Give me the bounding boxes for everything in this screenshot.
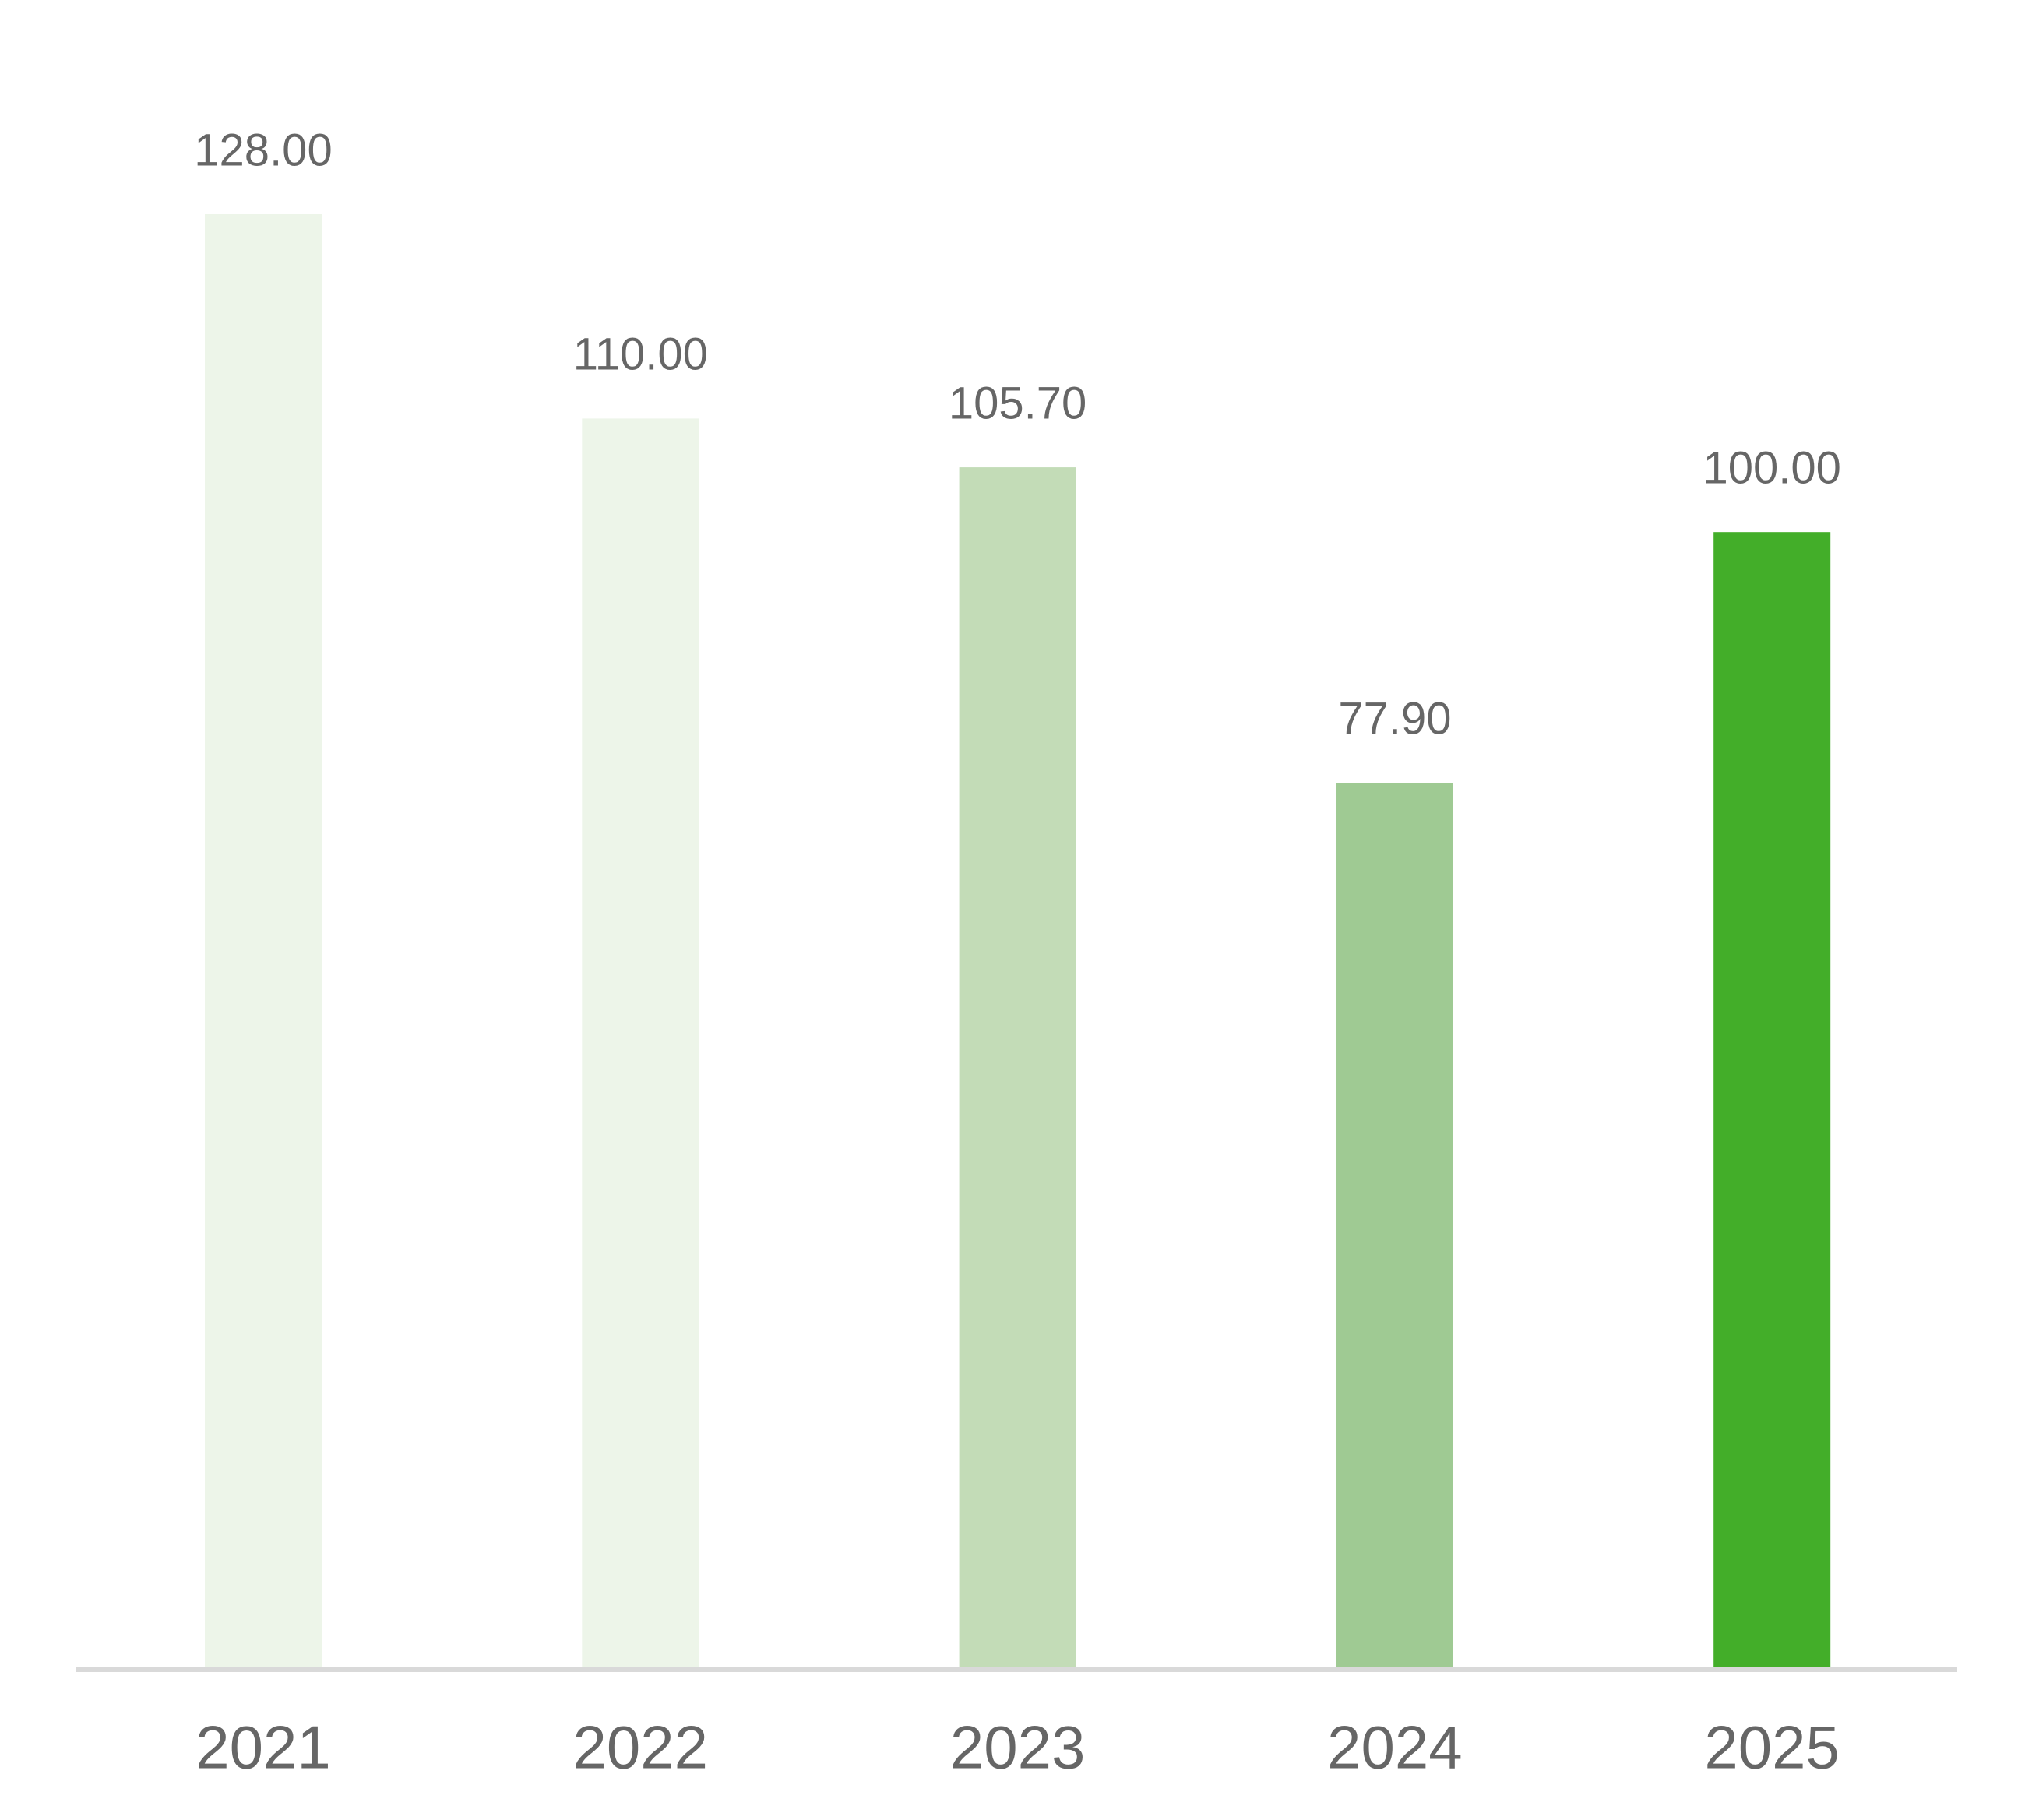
bar xyxy=(1713,532,1831,1667)
bar xyxy=(205,214,322,1667)
value-label: 128.00 xyxy=(194,125,332,175)
x-tick-label: 2022 xyxy=(573,1713,709,1782)
x-tick-label: 2021 xyxy=(195,1713,331,1782)
value-label: 105.70 xyxy=(949,378,1086,428)
bar xyxy=(959,467,1076,1667)
x-tick-label: 2025 xyxy=(1704,1713,1840,1782)
value-label: 77.90 xyxy=(1338,694,1451,745)
value-label: 100.00 xyxy=(1703,443,1840,494)
x-tick-label: 2024 xyxy=(1327,1713,1463,1782)
bar xyxy=(1336,783,1453,1668)
x-tick-label: 2023 xyxy=(950,1713,1086,1782)
bar xyxy=(582,418,699,1667)
value-label: 110.00 xyxy=(573,329,708,380)
